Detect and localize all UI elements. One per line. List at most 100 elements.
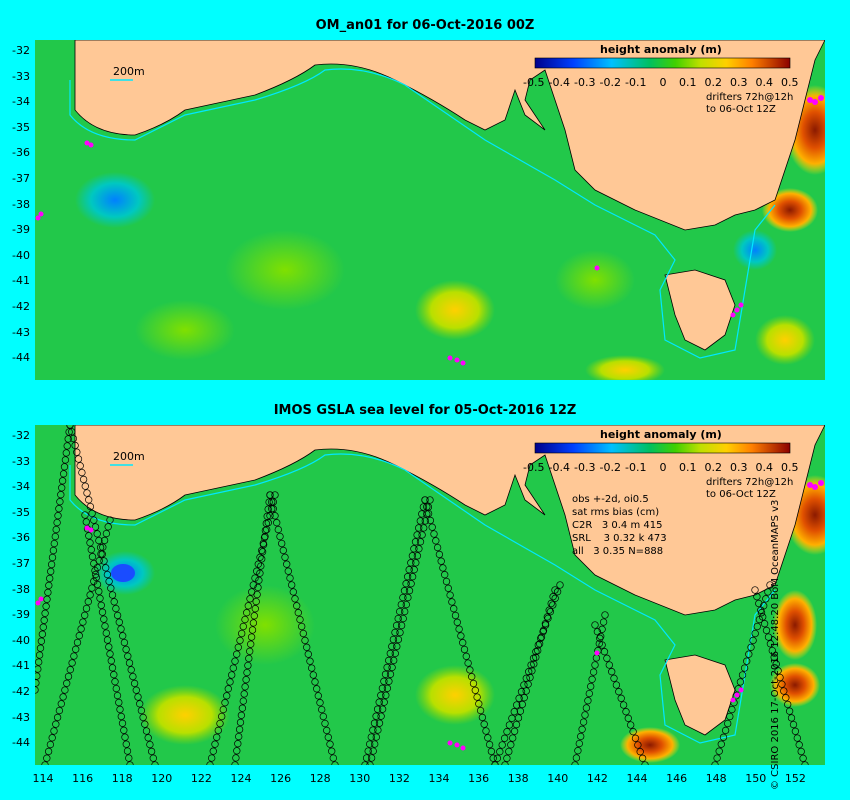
track-observation [496,748,504,756]
lon-tick-label: 140 [547,772,569,785]
track-observation [751,629,759,638]
track-observation [151,761,159,765]
track-observation [234,740,242,748]
track-observation [361,761,369,765]
track-observation [260,533,269,542]
track-observation [615,688,623,696]
track-observation [81,611,89,619]
track-observation [408,552,417,560]
lon-tick-label: 136 [468,772,490,785]
drifter-point [35,600,41,606]
track-observation [392,621,401,630]
track-observation [263,525,271,534]
lat-tick-label: -33 [12,454,30,468]
track-observation [64,672,73,681]
track-observation [232,754,240,762]
track-observation [537,634,545,642]
track-observation [370,719,379,727]
track-observation [78,468,86,477]
track-observation [619,701,628,709]
track-observation [79,618,87,626]
track-observation [408,573,417,581]
track-observation [75,632,83,640]
track-observation [411,538,420,546]
track-observation [235,732,243,741]
track-observation [37,637,46,645]
track-observation [51,532,59,541]
track-observation [721,726,730,735]
track-observation [108,591,117,599]
track-observation [503,754,511,762]
track-observation [252,597,260,606]
drifter-point [38,596,44,602]
track-observation [98,608,107,616]
drifter-point [84,140,90,146]
track-observation [551,586,559,594]
track-observation [462,652,470,660]
track-observation [597,632,605,641]
track-observation [48,734,56,742]
lon-tick-label: 124 [230,772,252,785]
track-observation [43,754,51,762]
track-observation [86,539,94,547]
track-observation [304,650,312,658]
track-observation [93,530,101,538]
drifter-point [460,360,466,366]
drifter-point [454,742,460,748]
track-observation [532,653,540,661]
track-observation [732,692,740,700]
track-observation [271,512,279,520]
track-observation [238,704,247,712]
track-observation [575,739,583,748]
track-observation [545,606,553,614]
track-observation [90,577,98,585]
colorbar-tick-label: 0.5 [781,76,799,89]
track-observation [86,502,95,511]
track-observation [412,559,420,567]
bottom-drifters-label-1: drifters 72h@12h [706,477,794,488]
track-observation [390,656,398,665]
track-observation [778,680,786,688]
track-observation [391,628,399,637]
colorbar-tick-label: 0.2 [704,461,723,474]
bottom-anomaly-eddy [770,663,820,707]
track-observation [740,664,749,672]
track-observation [101,622,109,630]
track-observation [591,621,599,629]
track-observation [420,524,428,532]
track-observation [433,543,442,552]
track-observation [115,618,123,626]
track-observation [244,602,252,610]
track-observation [764,588,772,596]
track-observation [314,692,322,700]
track-observation [364,747,372,755]
track-observation [551,594,559,602]
track-observation [139,713,147,722]
drifter-point [88,142,94,148]
bottom-colorbar-title: height anomaly (m) [600,428,722,441]
bottom-panel-title: IMOS GSLA sea level for 05-Oct-2016 12Z [273,403,577,418]
track-observation [208,754,216,762]
track-observation [118,719,127,727]
top-panel-title: OM_an01 for 06-Oct-2016 00Z [315,18,535,33]
track-observation [578,725,586,733]
lon-tick-label: 122 [190,772,212,785]
drifter-point [734,307,740,313]
lat-tick-label: -40 [12,633,30,647]
lon-tick-label: 142 [586,772,608,785]
track-observation [110,598,118,606]
track-observation [498,741,506,749]
track-observation [553,588,562,596]
track-observation [369,726,377,734]
track-observation [776,673,784,682]
lon-tick-label: 116 [72,772,94,785]
track-observation [624,714,632,722]
track-observation [402,600,410,609]
track-observation [518,700,526,709]
bottom-isobath-label: 200m [113,450,145,463]
track-observation [588,675,596,683]
track-observation [579,718,588,726]
bottom-tasmania [664,654,736,736]
track-observation [239,622,247,631]
track-observation [571,761,579,765]
